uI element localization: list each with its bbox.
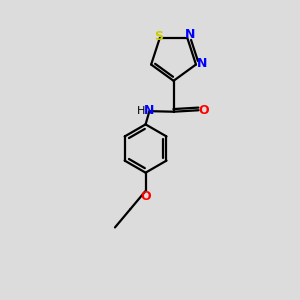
Text: O: O <box>199 104 209 117</box>
Text: S: S <box>154 30 163 43</box>
Text: O: O <box>140 190 151 203</box>
Text: N: N <box>144 104 154 117</box>
Text: N: N <box>184 28 195 41</box>
Text: H: H <box>137 106 146 116</box>
Text: N: N <box>197 57 208 70</box>
